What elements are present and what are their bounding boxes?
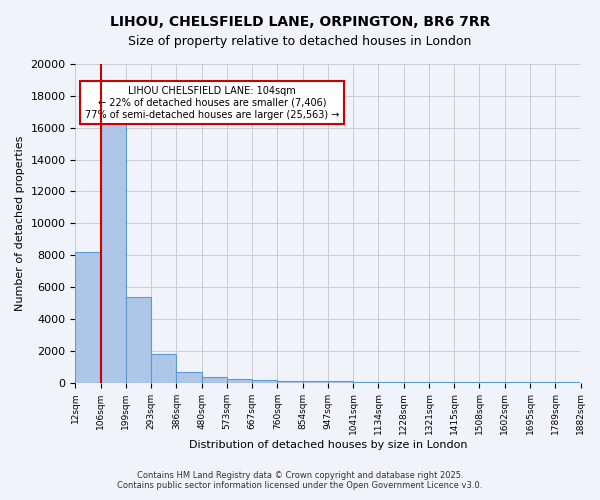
Bar: [252, 380, 277, 382]
Bar: [101, 115, 126, 382]
Bar: [176, 372, 202, 382]
Bar: [302, 381, 328, 382]
Text: Contains HM Land Registry data © Crown copyright and database right 2025.
Contai: Contains HM Land Registry data © Crown c…: [118, 470, 482, 490]
Bar: [126, 296, 151, 382]
Text: LIHOU, CHELSFIELD LANE, ORPINGTON, BR6 7RR: LIHOU, CHELSFIELD LANE, ORPINGTON, BR6 7…: [110, 15, 490, 29]
Bar: [151, 354, 176, 382]
Text: LIHOU CHELSFIELD LANE: 104sqm
← 22% of detached houses are smaller (7,406)
77% o: LIHOU CHELSFIELD LANE: 104sqm ← 22% of d…: [85, 86, 339, 120]
Bar: [202, 378, 227, 382]
Y-axis label: Number of detached properties: Number of detached properties: [15, 136, 25, 311]
Bar: [227, 379, 252, 382]
Bar: [277, 380, 302, 382]
Bar: [76, 252, 101, 382]
Text: Size of property relative to detached houses in London: Size of property relative to detached ho…: [128, 35, 472, 48]
X-axis label: Distribution of detached houses by size in London: Distribution of detached houses by size …: [189, 440, 467, 450]
